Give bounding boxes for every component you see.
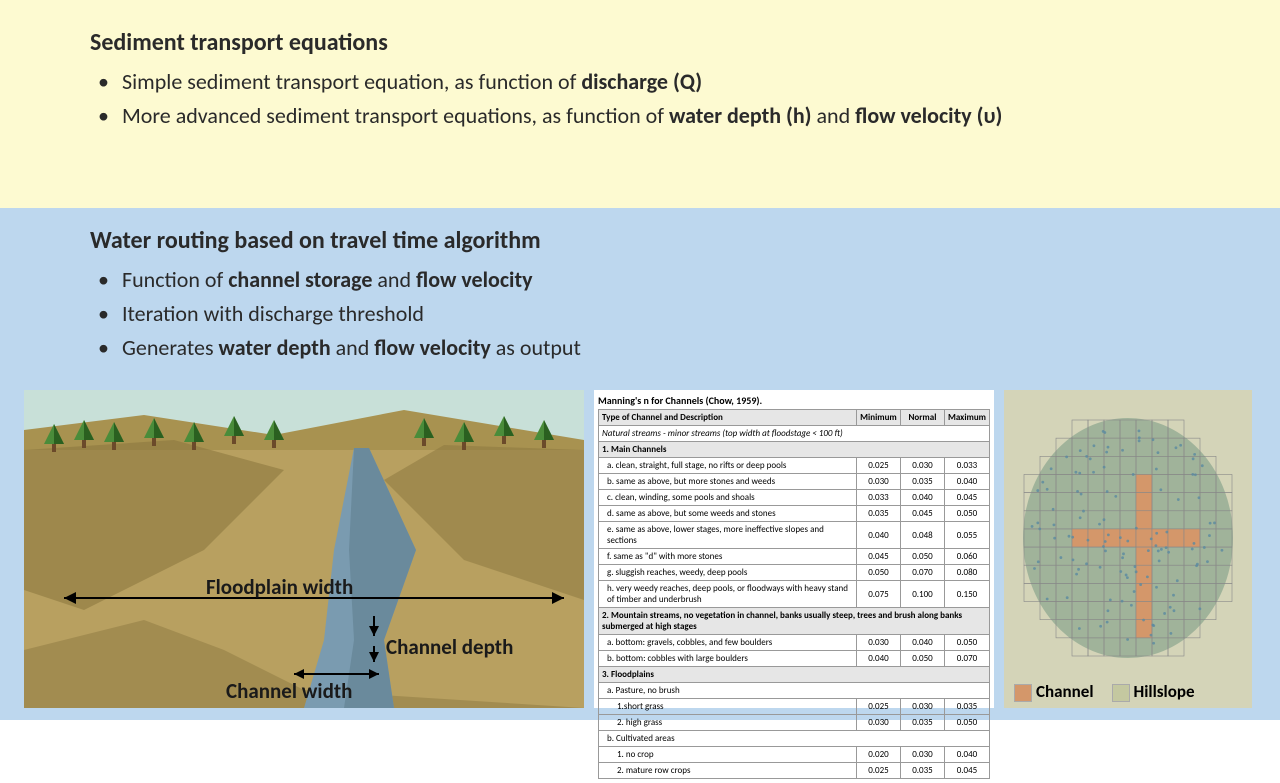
bottom-section: Water routing based on travel time algor…: [0, 208, 1280, 720]
bullet-item: Function of channel storage and flow vel…: [98, 263, 1190, 297]
top-title: Sediment transport equations: [90, 28, 1190, 57]
floodplain-width-label: Floodplain width: [206, 574, 353, 600]
basin-svg: [1004, 390, 1252, 708]
images-row: Floodplain width Channel depth Channel w…: [24, 390, 1256, 708]
top-bullets: Simple sediment transport equation, as f…: [90, 65, 1190, 133]
bullet-item: Iteration with discharge threshold: [98, 297, 1190, 331]
channel-legend-label: Channel: [1036, 681, 1094, 702]
mannings-table: Type of Channel and DescriptionMinimumNo…: [598, 409, 990, 779]
bullet-item: Generates water depth and flow velocity …: [98, 331, 1190, 365]
landscape-svg: [24, 390, 584, 708]
channel-depth-label: Channel depth: [386, 634, 513, 660]
mannings-table-panel: Manning's n for Channels (Chow, 1959). T…: [594, 390, 994, 708]
channel-width-label: Channel width: [226, 678, 352, 704]
channel-swatch: [1014, 684, 1032, 702]
bottom-bullets: Function of channel storage and flow vel…: [90, 263, 1190, 365]
landscape-panel: Floodplain width Channel depth Channel w…: [24, 390, 584, 708]
basin-panel: Channel Hillslope: [1004, 390, 1252, 708]
bullet-item: Simple sediment transport equation, as f…: [98, 65, 1190, 99]
bottom-title: Water routing based on travel time algor…: [90, 226, 1190, 255]
top-section: Sediment transport equations Simple sedi…: [0, 0, 1280, 208]
slide: Sediment transport equations Simple sedi…: [0, 0, 1280, 720]
hillslope-legend-label: Hillslope: [1134, 681, 1195, 702]
basin-legend: Channel Hillslope: [1014, 681, 1195, 702]
table-title: Manning's n for Channels (Chow, 1959).: [598, 394, 990, 407]
hillslope-swatch: [1112, 684, 1130, 702]
bullet-item: More advanced sediment transport equatio…: [98, 99, 1190, 133]
